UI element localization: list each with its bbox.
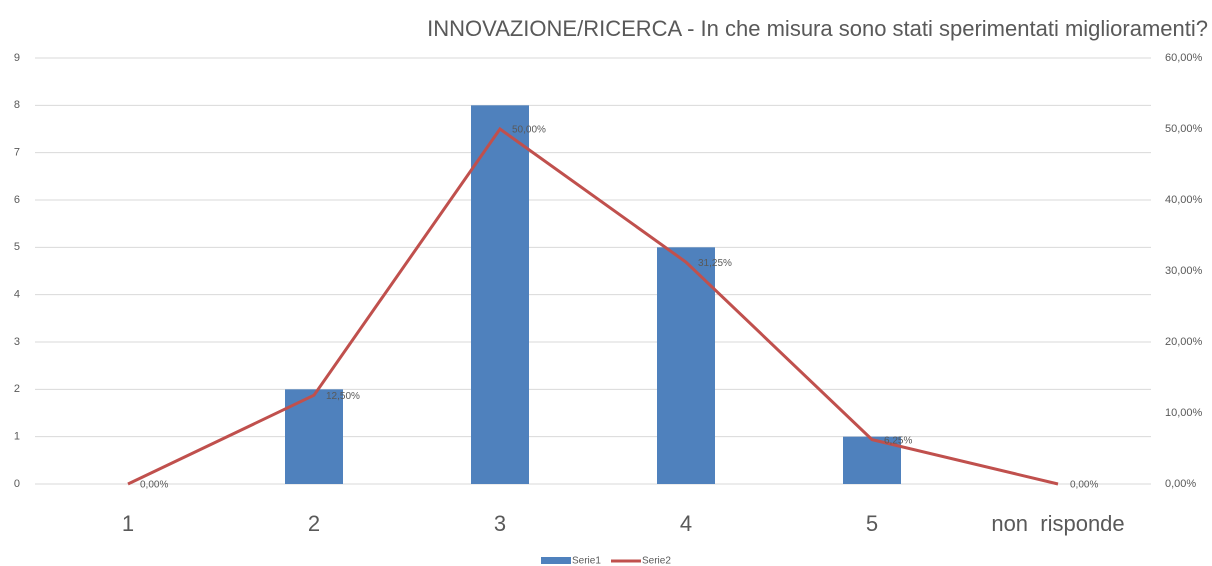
data-label: 6,25% [884,435,912,446]
y-tick-label: 7 [14,147,20,159]
x-tick-label: 1 [122,511,134,536]
y-tick-label: 4 [14,289,20,301]
y2-tick-label: 10,00% [1165,407,1203,419]
legend-label: Serie2 [642,556,671,566]
y-tick-label: 1 [14,431,20,443]
data-label: 50,00% [512,125,546,136]
y2-tick-label: 20,00% [1165,336,1203,348]
line [127,126,1059,486]
x-tick-label: 3 [494,511,506,536]
data-label: 0,00% [140,480,168,491]
bar [657,247,715,484]
y-tick-label: 0 [14,478,20,490]
y-tick-label: 8 [14,99,20,111]
data-label: 0,00% [1070,480,1098,491]
legend-label: Serie1 [572,556,601,566]
y-tick-label: 3 [14,336,20,348]
x-tick-label: 4 [680,511,692,536]
y2-tick-label: 50,00% [1165,123,1203,135]
x-tick-label: non risponde [991,511,1124,536]
chart-title: INNOVAZIONE/RICERCA - In che misura sono… [427,16,1208,41]
y-tick-label: 9 [14,52,20,64]
y2-tick-label: 0,00% [1165,478,1196,490]
x-tick-label: 2 [308,511,320,536]
y-tick-label: 5 [14,241,20,253]
y-tick-label: 2 [14,383,20,395]
y2-tick-label: 60,00% [1165,52,1203,64]
y2-tick-label: 30,00% [1165,265,1203,277]
x-tick-label: 5 [866,511,878,536]
data-label: 31,25% [698,258,732,269]
y2-tick-label: 40,00% [1165,194,1203,206]
data-label: 12,50% [326,391,360,402]
bar [471,105,529,484]
legend-swatch [541,557,571,564]
y-tick-label: 6 [14,194,20,206]
